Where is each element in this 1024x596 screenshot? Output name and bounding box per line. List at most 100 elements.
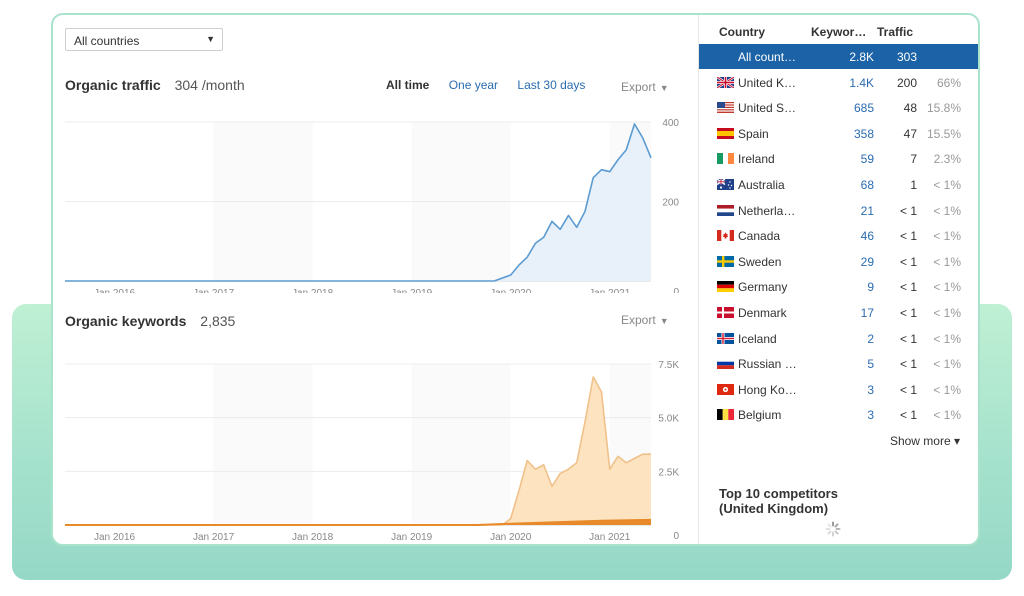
country-row[interactable]: Denmark 17 < 1 < 1% xyxy=(699,300,978,325)
traffic-export-button[interactable]: Export ▼ xyxy=(621,80,669,94)
country-row[interactable]: United S… 685 48 15.8% xyxy=(699,95,978,120)
loading-spinner-icon xyxy=(825,521,841,537)
country-row[interactable]: Sweden 29 < 1 < 1% xyxy=(699,249,978,274)
country-traffic: < 1 xyxy=(899,357,917,372)
country-traffic: < 1 xyxy=(899,382,917,397)
country-name: Ireland xyxy=(738,152,775,167)
flag-hk-icon xyxy=(717,383,734,395)
country-name: Iceland xyxy=(738,331,777,346)
chevron-down-icon: ▼ xyxy=(659,316,669,326)
country-keywords[interactable]: 59 xyxy=(860,152,874,167)
country-keywords[interactable]: 21 xyxy=(860,203,874,218)
flag-ca-icon xyxy=(717,230,734,242)
organic-keywords-chart: 7.5K 5.0K 2.5K 0 Jan 2016 Jan 2017 Jan 2018 Jan… xyxy=(65,360,679,543)
country-traffic-share: < 1% xyxy=(933,331,961,346)
flag-se-icon xyxy=(717,255,734,267)
x-tick-label: Jan 2020 xyxy=(490,532,532,543)
country-traffic-share: < 1% xyxy=(933,203,961,218)
country-row[interactable]: Netherla… 21 < 1 < 1% xyxy=(699,198,978,223)
tab-last-30-days[interactable]: Last 30 days xyxy=(517,78,586,92)
country-keywords[interactable]: 46 xyxy=(860,229,874,244)
country-row[interactable]: Australia 68 1 < 1% xyxy=(699,172,978,197)
country-traffic: < 1 xyxy=(899,229,917,244)
country-row[interactable]: Ireland 59 7 2.3% xyxy=(699,146,978,171)
country-keywords[interactable]: 685 xyxy=(853,101,874,116)
series-line xyxy=(65,123,652,282)
country-traffic-share: < 1% xyxy=(933,178,961,192)
x-tick-label: Jan 2019 xyxy=(391,288,433,293)
organic-traffic-header: Organic traffic 304 /month xyxy=(65,77,245,93)
flag-is-icon xyxy=(717,332,734,344)
country-traffic: 200 xyxy=(896,75,917,90)
country-row[interactable]: All count… 2.8K 303 xyxy=(699,44,978,69)
country-traffic-share: 2.3% xyxy=(933,152,961,167)
country-keywords[interactable]: 29 xyxy=(860,254,874,269)
country-row[interactable]: Spain 358 47 15.5% xyxy=(699,121,978,146)
country-traffic-share: < 1% xyxy=(933,408,961,423)
country-traffic: < 1 xyxy=(899,254,917,269)
country-select-value: All countries xyxy=(74,34,140,48)
flag-de-icon xyxy=(717,281,734,293)
country-keywords[interactable]: 1.4K xyxy=(849,75,874,90)
x-tick-label: Jan 2016 xyxy=(94,288,136,293)
country-keywords[interactable]: 17 xyxy=(860,306,874,320)
tab-one-year[interactable]: One year xyxy=(448,78,499,92)
country-name: Sweden xyxy=(738,254,782,269)
country-name: Canada xyxy=(738,229,781,244)
keywords-column-header[interactable]: Keywor… xyxy=(811,25,867,39)
country-name: Netherla… xyxy=(738,203,796,218)
flag-be-icon xyxy=(717,409,734,421)
x-tick-label: Jan 2016 xyxy=(94,532,136,543)
country-row[interactable]: United K… 1.4K 200 66% xyxy=(699,70,978,95)
country-row[interactable]: Germany 9 < 1 < 1% xyxy=(699,274,978,299)
traffic-column-header[interactable]: Traffic xyxy=(877,25,914,39)
country-name: Spain xyxy=(738,126,769,141)
country-keywords[interactable]: 3 xyxy=(867,408,874,423)
country-traffic: 1 xyxy=(910,178,917,192)
country-table-header: Country Keywor… Traffic xyxy=(699,25,978,43)
flag-au-icon xyxy=(716,178,734,190)
country-row[interactable]: Canada 46 < 1 < 1% xyxy=(699,223,978,248)
country-column-header[interactable]: Country xyxy=(719,25,765,39)
country-traffic-share: 66% xyxy=(936,75,961,90)
tab-all-time[interactable]: All time xyxy=(386,78,430,92)
x-tick-label: Jan 2019 xyxy=(391,532,433,543)
flag-us-icon xyxy=(717,102,734,114)
organic-traffic-value: 304 /month xyxy=(174,77,245,93)
flag-ru-icon xyxy=(717,358,734,370)
organic-traffic-chart: 400 200 0 Jan 2016 Jan 2017 Jan 2018 Jan 2019 J… xyxy=(65,118,679,293)
x-tick-label: Jan 2020 xyxy=(490,288,532,293)
country-name: Belgium xyxy=(738,408,782,423)
country-keywords[interactable]: 68 xyxy=(860,178,874,192)
country-traffic-share: < 1% xyxy=(933,357,961,372)
flag-es-icon xyxy=(717,127,734,139)
country-keywords[interactable]: 3 xyxy=(867,382,874,397)
keywords-export-button[interactable]: Export ▼ xyxy=(621,313,669,327)
flag-dk-icon xyxy=(717,307,734,318)
year-band xyxy=(213,364,313,525)
country-keywords[interactable]: 2.8K xyxy=(849,50,874,64)
country-row[interactable]: Russian … 5 < 1 < 1% xyxy=(699,351,978,376)
year-band xyxy=(411,364,511,525)
x-tick-label: Jan 2018 xyxy=(292,288,334,293)
competitors-title-line2: (United Kingdom) xyxy=(719,501,829,516)
flag-ie-icon xyxy=(717,153,734,165)
flag-gb-icon xyxy=(716,75,735,89)
country-keywords[interactable]: 358 xyxy=(853,126,874,141)
series-line xyxy=(65,518,652,526)
country-keywords[interactable]: 9 xyxy=(867,280,874,295)
traffic-export-label: Export xyxy=(621,80,656,94)
flag-nl-icon xyxy=(717,204,734,216)
show-more-button[interactable]: Show more ▾ xyxy=(889,434,960,448)
series-area xyxy=(65,123,651,281)
country-keywords[interactable]: 5 xyxy=(867,357,874,372)
y-tick-label: 0 xyxy=(673,531,679,542)
country-row[interactable]: Belgium 3 < 1 < 1% xyxy=(699,402,978,427)
countries-panel: Country Keywor… Traffic All count… 2.8K 30… xyxy=(699,15,978,544)
country-row[interactable]: Hong Ko… 3 < 1 < 1% xyxy=(699,377,978,402)
competitors-title: Top 10 competitors (United Kingdom) xyxy=(719,486,838,516)
country-keywords[interactable]: 2 xyxy=(867,331,874,346)
country-row[interactable]: Iceland 2 < 1 < 1% xyxy=(699,326,978,351)
country-select[interactable]: All countries ▼ xyxy=(65,28,223,51)
x-tick-label: Jan 2017 xyxy=(193,532,235,543)
